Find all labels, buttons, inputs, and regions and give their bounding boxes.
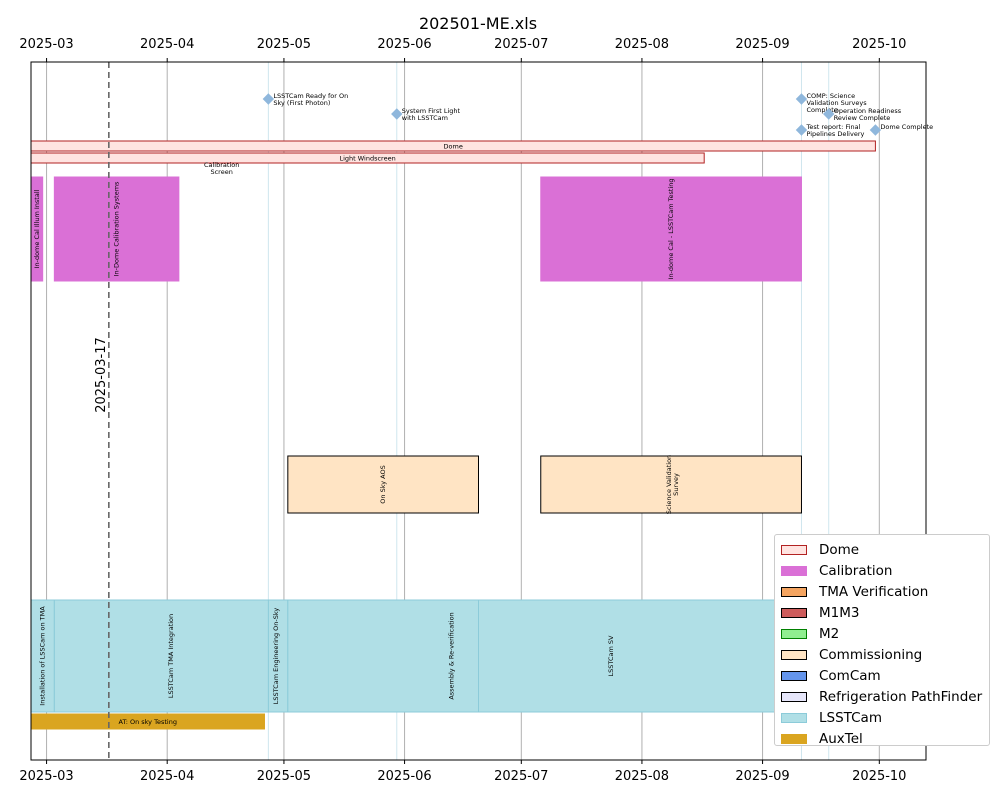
chart-title: 202501-ME.xls	[419, 14, 537, 33]
task-bar	[540, 176, 802, 282]
legend-swatch	[781, 691, 807, 702]
task-bar	[53, 599, 289, 713]
legend-swatch	[781, 544, 807, 555]
bottom-tick-label: 2025-09	[735, 769, 789, 784]
top-tick-label: 2025-06	[377, 37, 431, 52]
legend-item: ComCam	[781, 665, 989, 686]
task-label: Dome	[444, 142, 463, 150]
bottom-tick-label: 2025-06	[377, 769, 431, 784]
top-tick-label: 2025-08	[615, 37, 669, 52]
legend-item: Calibration	[781, 560, 989, 581]
legend-swatch	[781, 586, 807, 597]
legend-label: M2	[819, 625, 840, 642]
milestone-label: Operation Readiness Review Complete	[834, 107, 902, 122]
task-bar	[53, 176, 180, 282]
legend-swatch	[781, 607, 807, 618]
plot-frame	[30, 61, 927, 761]
task-label: LSSTCam Engineering On-Sky	[272, 608, 280, 705]
task-label: In-dome Cal Illum Install	[33, 189, 41, 268]
top-tick-label: 2025-07	[494, 37, 548, 52]
task-label: Calibration Screen	[204, 161, 239, 176]
milestone-label: COMP: Science Validation Surveys Complete	[806, 92, 867, 114]
bottom-tick-label: 2025-05	[257, 769, 311, 784]
task-bar	[287, 455, 479, 514]
task-label: In-dome Cal - LSSTCam Testing	[667, 179, 675, 280]
legend-swatch	[781, 733, 807, 744]
legend-item: LSSTCam	[781, 707, 989, 728]
legend-label: TMA Verification	[819, 583, 929, 600]
legend-item: Commissioning	[781, 644, 989, 665]
legend-label: Refrigeration PathFinder	[819, 688, 983, 705]
legend-item: TMA Verification	[781, 581, 989, 602]
legend-swatch	[781, 670, 807, 681]
task-label: LSSTCam TMA Integration	[167, 614, 175, 698]
bottom-tick-label: 2025-03	[19, 769, 73, 784]
legend-item: M2	[781, 623, 989, 644]
legend-label: Dome	[819, 541, 860, 558]
task-label: Installation of LSSCam on TMA	[39, 606, 47, 706]
bottom-tick-label: 2025-07	[494, 769, 548, 784]
task-label: Assembly & Re-verification	[447, 612, 455, 699]
bottom-tick-label: 2025-04	[140, 769, 194, 784]
task-label: In-Dome Calibration Systems	[113, 181, 121, 276]
task-label: On Sky AOS	[379, 465, 387, 503]
milestone-label: LSSTCam Ready for On Sky (First Photon)	[273, 92, 348, 107]
task-label: Science ValidationSurvey	[665, 455, 680, 514]
legend-item: Refrigeration PathFinder	[781, 686, 989, 707]
milestone-label: Test report: Final Pipelines Delivery	[805, 123, 864, 138]
legend-item: AuxTel	[781, 728, 989, 749]
task-label: Light Windscreen	[339, 154, 395, 162]
top-tick-label: 2025-10	[852, 37, 906, 52]
task-bar	[540, 455, 802, 514]
milestone-label: System First Light with LSSTCam	[402, 107, 461, 122]
legend-label: Calibration	[819, 562, 893, 579]
legend-label: LSSTCam	[819, 709, 882, 726]
legend-swatch	[781, 712, 807, 723]
legend-swatch	[781, 628, 807, 639]
top-tick-label: 2025-04	[140, 37, 194, 52]
legend-label: ComCam	[819, 667, 881, 684]
milestone-marker	[795, 124, 808, 136]
legend: Dome Calibration TMA Verification M1M3 M2 Com…	[774, 534, 990, 749]
legend-label: AuxTel	[819, 730, 863, 747]
top-tick-label: 2025-09	[735, 37, 789, 52]
legend-item: M1M3	[781, 602, 989, 623]
milestone-marker	[823, 108, 835, 120]
milestone-label: Dome Complete	[880, 123, 933, 131]
task-label: LSSTCam SV	[607, 635, 615, 677]
milestone-marker	[795, 93, 808, 105]
bottom-tick-label: 2025-08	[615, 769, 669, 784]
milestone-marker	[262, 93, 275, 105]
top-tick-label: 2025-03	[19, 37, 73, 52]
legend-label: M1M3	[819, 604, 860, 621]
bottom-tick-label: 2025-10	[852, 769, 906, 784]
top-tick-label: 2025-05	[257, 37, 311, 52]
milestone-marker	[869, 124, 882, 136]
task-label: AT: On sky Testing	[119, 718, 177, 726]
legend-item: Dome	[781, 539, 989, 560]
milestone-marker	[391, 108, 403, 120]
legend-swatch	[781, 565, 807, 576]
legend-swatch	[781, 649, 807, 660]
legend-label: Commissioning	[819, 646, 923, 663]
reference-line-label: 2025-03-17	[94, 337, 109, 413]
